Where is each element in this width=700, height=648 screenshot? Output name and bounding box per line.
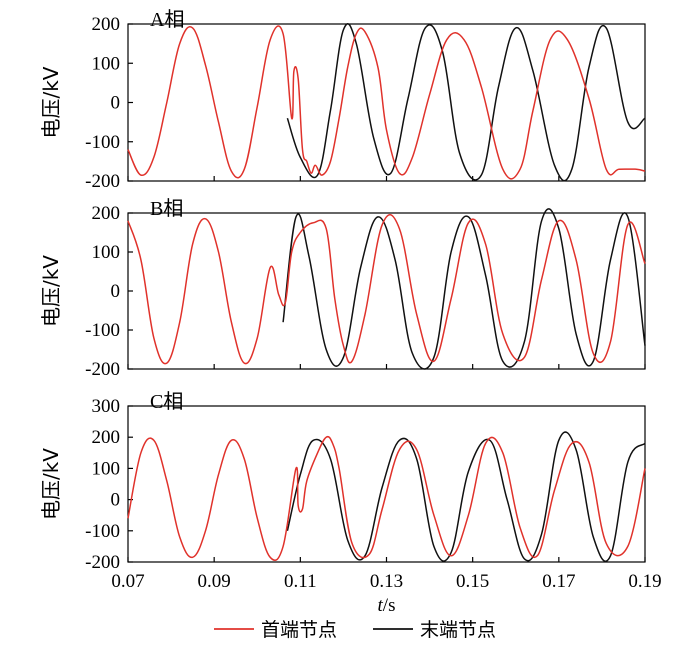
plot-frame [127, 212, 646, 370]
panel-2: -200 -100 0 100 200 电压/kV B相 [39, 197, 646, 380]
legend: 首端节点 末端节点 [214, 619, 496, 641]
series-line-head-node [127, 214, 646, 365]
y-tick-label: 200 [92, 203, 121, 224]
series-line-head-node [127, 435, 646, 562]
y-tick-label: -200 [85, 171, 120, 192]
legend-entry: 首端节点 [261, 619, 337, 641]
panel-3: -200 -100 0 100 200 300 0.07 0.09 0.11 0.13 0.15 0.… [39, 390, 662, 616]
y-tick-label: -100 [85, 320, 120, 341]
phase-label: A相 [150, 8, 184, 31]
y-tick-label: 200 [92, 427, 121, 448]
x-axis-label: t/s [378, 595, 396, 616]
y-tick-label: 0 [111, 281, 121, 302]
plot-frame [127, 405, 646, 563]
x-tick-label: 0.11 [284, 571, 317, 592]
x-tick-label: 0.09 [198, 571, 231, 592]
x-tick-label: 0.17 [542, 571, 575, 592]
y-tick-label: -200 [85, 359, 120, 380]
series-line-end-node [282, 208, 646, 370]
y-tick-label: 0 [111, 93, 121, 114]
x-tick-label: 0.13 [370, 571, 403, 592]
y-tick-label: 200 [92, 14, 121, 35]
plot-frame [127, 23, 646, 182]
series-line-end-node [286, 431, 646, 562]
y-tick-label: 0 [111, 490, 121, 511]
y-tick-label: 100 [92, 242, 121, 263]
panel-1: -200 -100 0 100 200 电压/kV A相 [39, 8, 646, 192]
x-tick-label: 0.07 [111, 571, 144, 592]
chart-panels: -200 -100 0 100 200 电压/kV A相 -200 -100 0 100 200 电压/… [39, 8, 662, 616]
x-tick-label: 0.15 [456, 571, 489, 592]
y-tick-label: -100 [85, 132, 120, 153]
y-tick-label: 300 [92, 396, 121, 417]
y-tick-label: -100 [85, 521, 120, 542]
phase-label: C相 [150, 390, 183, 413]
series-line-head-node [127, 25, 646, 180]
y-tick-label: 100 [92, 458, 121, 479]
phase-label: B相 [150, 197, 183, 220]
series-line-end-node [286, 23, 646, 182]
x-tick-label: 0.19 [628, 571, 661, 592]
y-axis-label: 电压/kV [39, 255, 63, 327]
y-axis-label: 电压/kV [39, 66, 63, 138]
y-axis-label: 电压/kV [39, 448, 63, 520]
y-tick-label: -200 [85, 552, 120, 573]
legend-entry: 末端节点 [420, 619, 496, 641]
y-tick-label: 100 [92, 53, 121, 74]
